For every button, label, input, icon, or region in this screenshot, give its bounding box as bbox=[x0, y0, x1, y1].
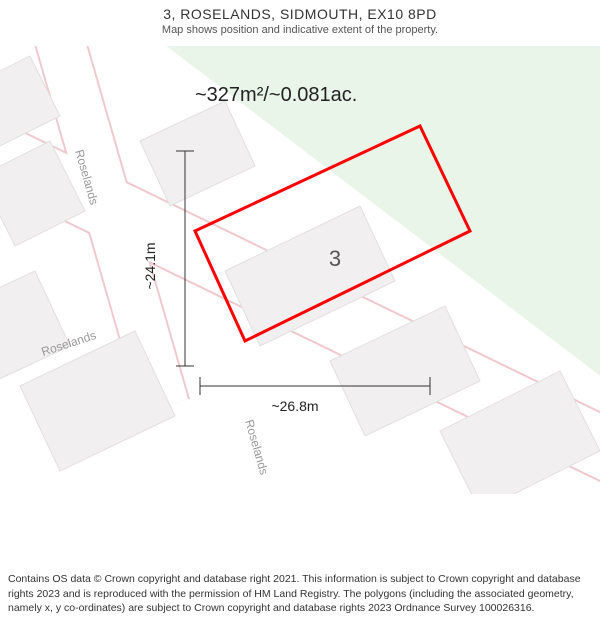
area-label: ~327m²/~0.081ac. bbox=[195, 84, 357, 106]
height-measure-label: ~24.1m bbox=[142, 242, 158, 289]
width-measure-label: ~26.8m bbox=[271, 398, 318, 414]
plot-number: 3 bbox=[329, 246, 341, 271]
page: 3, ROSELANDS, SIDMOUTH, EX10 8PD Map sho… bbox=[0, 0, 600, 625]
map: 3~327m²/~0.081ac.~26.8m~24.1mRoselandsRo… bbox=[0, 46, 600, 494]
header: 3, ROSELANDS, SIDMOUTH, EX10 8PD Map sho… bbox=[0, 0, 600, 38]
map-svg: 3~327m²/~0.081ac.~26.8m~24.1mRoselandsRo… bbox=[0, 46, 600, 494]
footer-attribution: Contains OS data © Crown copyright and d… bbox=[0, 566, 600, 625]
page-title: 3, ROSELANDS, SIDMOUTH, EX10 8PD bbox=[10, 6, 590, 22]
page-subtitle: Map shows position and indicative extent… bbox=[10, 24, 590, 36]
